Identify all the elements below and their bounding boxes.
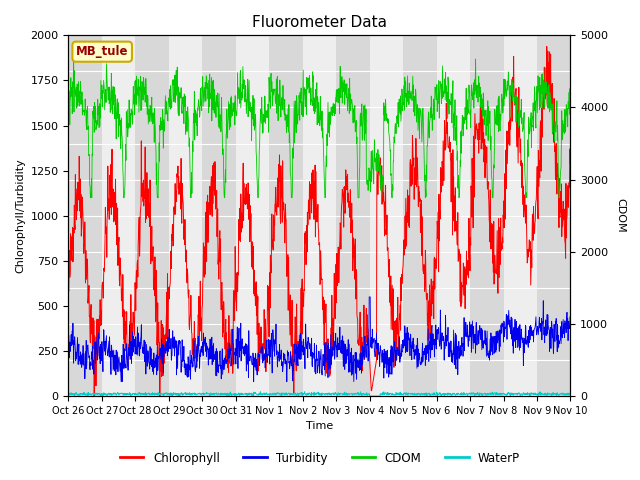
Y-axis label: CDOM: CDOM: [615, 198, 625, 233]
Y-axis label: Chlorophyll/Turbidity: Chlorophyll/Turbidity: [15, 158, 25, 273]
Bar: [336, 36, 370, 396]
Bar: [202, 36, 236, 396]
Text: MB_tule: MB_tule: [76, 45, 129, 58]
Bar: [135, 36, 169, 396]
Bar: [537, 36, 570, 396]
Title: Fluorometer Data: Fluorometer Data: [252, 15, 387, 30]
Bar: [403, 36, 436, 396]
Bar: [269, 36, 303, 396]
Legend: Chlorophyll, Turbidity, CDOM, WaterP: Chlorophyll, Turbidity, CDOM, WaterP: [115, 447, 525, 469]
X-axis label: Time: Time: [306, 421, 333, 432]
Bar: [470, 36, 504, 396]
Bar: [68, 36, 102, 396]
